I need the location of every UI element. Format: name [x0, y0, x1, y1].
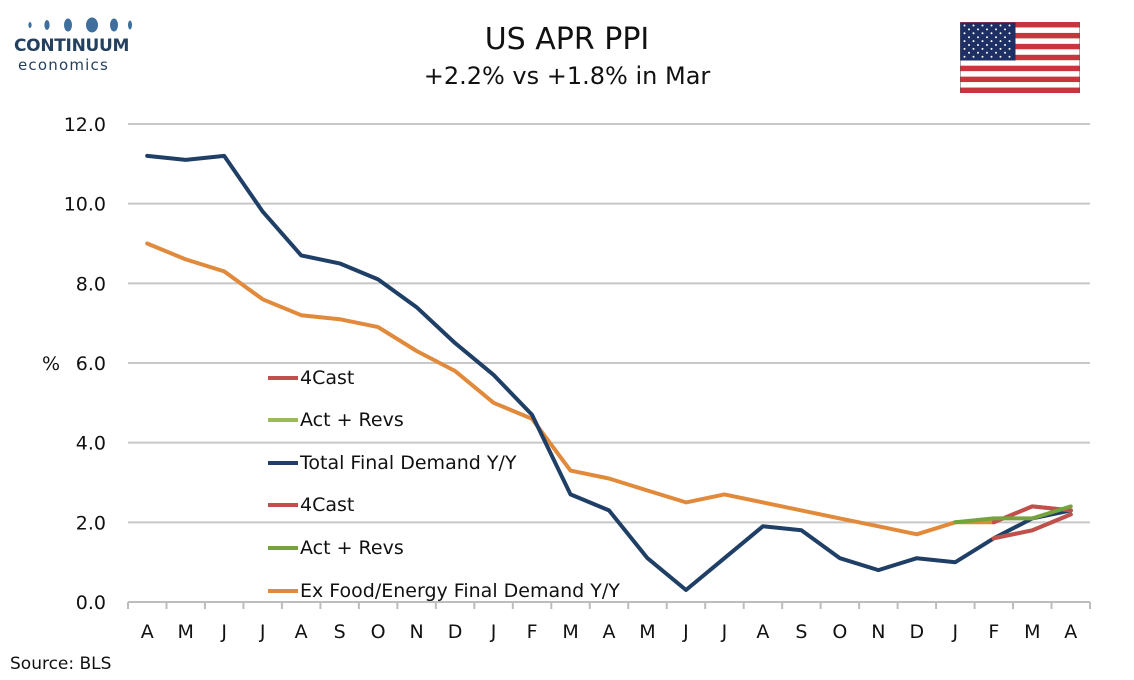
x-tick-label: S [795, 621, 807, 643]
x-tick-label: D [448, 621, 463, 643]
x-tick-label: J [721, 621, 728, 643]
x-tick-label: M [562, 621, 578, 643]
legend-label: Act + Revs [300, 409, 404, 431]
legend-swatch [268, 418, 298, 422]
x-tick-label: O [371, 621, 386, 643]
x-tick-label: O [832, 621, 847, 643]
legend-swatch [268, 589, 298, 593]
x-tick-label: N [871, 621, 885, 643]
legend-label: 4Cast [300, 494, 355, 516]
series-line-4 [953, 504, 1073, 525]
chart-subtitle: +2.2% vs +1.8% in Mar [423, 62, 711, 90]
x-tick-label: M [639, 621, 655, 643]
y-tick-label: 4.0 [76, 433, 106, 455]
legend-item: Ex Food/Energy Final Demand Y/Y [268, 579, 620, 603]
legend-swatch [268, 546, 298, 550]
x-tick-label: J [259, 621, 266, 643]
x-tick-label: A [1064, 621, 1077, 643]
logo-sub: economics [18, 56, 109, 74]
x-tick-label: D [910, 621, 925, 643]
legend-item: Act + Revs [268, 536, 404, 560]
series-lines [145, 153, 1073, 592]
y-axis-label: % [42, 353, 60, 375]
series-line-2 [145, 153, 1073, 592]
grid-lines [128, 123, 1090, 524]
legend-label: Total Final Demand Y/Y [300, 452, 517, 474]
x-tick-label: A [756, 621, 769, 643]
x-tick-label: J [682, 621, 689, 643]
legend-swatch [268, 503, 298, 507]
x-tick-label: F [988, 621, 999, 643]
y-tick-label: 8.0 [76, 273, 106, 295]
x-tick-label: S [334, 621, 346, 643]
series-line-5 [145, 241, 1073, 537]
y-tick-label: 10.0 [64, 194, 106, 216]
x-tick-label: J [490, 621, 497, 643]
x-tick-label: M [1024, 621, 1040, 643]
source-note: Source: BLS [10, 654, 112, 674]
legend-label: Act + Revs [300, 537, 404, 559]
legend-item: 4Cast [268, 366, 354, 390]
chart-title: US APR PPI [484, 22, 650, 57]
x-tick-label: M [178, 621, 194, 643]
legend-swatch [268, 461, 298, 465]
legend-swatch [268, 376, 298, 380]
x-tick-label: J [220, 621, 227, 643]
us-flag-icon [960, 22, 1080, 93]
logo-dots-icon [28, 17, 132, 33]
legend-label: 4Cast [300, 367, 355, 389]
series-line-0 [991, 512, 1073, 541]
y-tick-label: 6.0 [76, 353, 106, 375]
legend-item: Total Final Demand Y/Y [268, 451, 516, 475]
legend-item: Act + Revs [268, 408, 404, 432]
x-tick-label: J [952, 621, 959, 643]
x-tick-label: A [141, 621, 154, 643]
x-tick-label: A [603, 621, 616, 643]
y-tick-label: 12.0 [64, 114, 106, 136]
legend-item: 4Cast [268, 493, 354, 517]
legend-label: Ex Food/Energy Final Demand Y/Y [300, 580, 620, 602]
y-tick-label: 2.0 [76, 512, 106, 534]
axes [127, 601, 1091, 609]
x-tick-label: A [295, 621, 308, 643]
y-tick-label: 0.0 [76, 592, 106, 614]
x-tick-label: F [527, 621, 538, 643]
x-tick-label: N [409, 621, 423, 643]
logo-name: CONTINUUM [14, 36, 130, 56]
continuum-logo: CONTINUUM economics [12, 14, 142, 80]
axis-labels: 0.0 2.0 4.0 6.0 8.0 10.0 12.0% A M J J A S O N D J F M A M J J… [42, 114, 1077, 643]
